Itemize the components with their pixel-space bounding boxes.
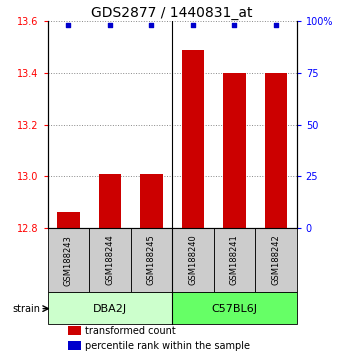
Bar [265,73,287,228]
Bar [48,228,89,292]
Text: strain: strain [12,304,40,314]
Point [149,23,154,28]
Text: C57BL6J: C57BL6J [211,304,257,314]
Bar [172,228,214,292]
Point [232,23,237,28]
Bar [131,228,172,292]
Point [66,23,71,28]
Bar [140,173,163,228]
Bar [48,292,172,324]
Text: transformed count: transformed count [85,326,176,336]
Bar [223,73,246,228]
Text: GSM188240: GSM188240 [189,235,197,285]
Text: GSM188243: GSM188243 [64,235,73,286]
Point [273,23,279,28]
Text: GSM188244: GSM188244 [105,235,115,285]
Text: GSM188242: GSM188242 [271,235,280,285]
Bar [181,50,204,228]
Bar [99,173,121,228]
Bar [255,228,297,292]
Text: percentile rank within the sample: percentile rank within the sample [85,341,250,351]
Bar [214,228,255,292]
Bar [89,228,131,292]
Text: GSM188241: GSM188241 [230,235,239,285]
Text: GSM188245: GSM188245 [147,235,156,285]
Bar [172,292,297,324]
Text: DBA2J: DBA2J [93,304,127,314]
Bar [68,326,81,335]
Point [107,23,113,28]
Bar [57,212,80,228]
Bar [68,341,81,350]
Point [190,23,196,28]
Title: GDS2877 / 1440831_at: GDS2877 / 1440831_at [91,6,253,20]
